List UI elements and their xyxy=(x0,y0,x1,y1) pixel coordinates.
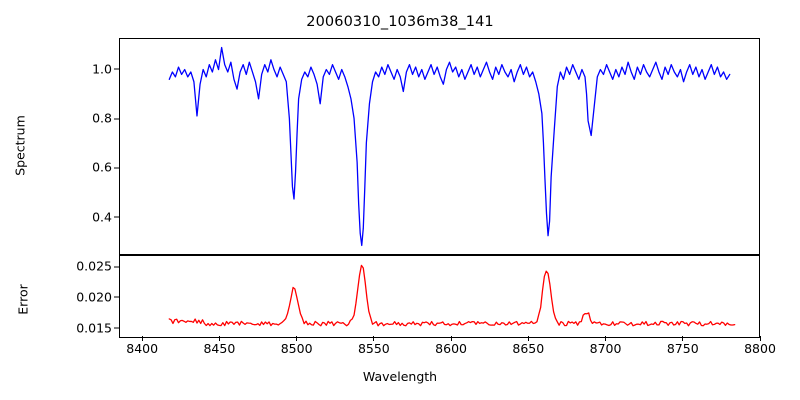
error-y-tick: 0.020 xyxy=(42,289,119,304)
x-axis-label: Wavelength xyxy=(362,369,438,384)
tick-mark xyxy=(605,336,607,341)
x-tick-labels: 8400 8450 8500 8550 8600 8650 8700 8750 8800 xyxy=(119,336,776,361)
spectrum-y-tick-labels: 0.4 0.6 0.8 1.0 xyxy=(52,38,119,255)
tick-mark xyxy=(373,336,375,341)
chart-title: 20060310_1036m38_141 xyxy=(306,14,494,30)
tick-mark xyxy=(114,167,119,169)
spectrum-panel xyxy=(119,38,760,255)
tick-mark xyxy=(759,336,761,341)
tick-mark xyxy=(296,336,298,341)
error-y-tick: 0.015 xyxy=(42,320,119,335)
x-tick: 8650 xyxy=(512,341,545,356)
error-y-tick-labels: 0.015 0.020 0.025 xyxy=(42,255,119,338)
spectrum-y-tick: 0.8 xyxy=(52,111,119,126)
tick-mark xyxy=(682,336,684,341)
x-tick: 8750 xyxy=(666,341,699,356)
x-tick: 8400 xyxy=(126,341,159,356)
tick-mark xyxy=(114,216,119,218)
error-y-tick: 0.025 xyxy=(42,259,119,274)
error-data-line xyxy=(168,264,736,327)
error-panel xyxy=(119,255,760,338)
spectrum-y-axis-label: Spectrum xyxy=(12,115,28,176)
spectrum-data-line xyxy=(168,46,731,247)
error-y-axis-label: Error xyxy=(15,284,31,315)
spectrum-y-tick: 0.4 xyxy=(52,209,119,224)
tick-mark xyxy=(114,118,119,120)
spectrum-y-tick: 0.6 xyxy=(52,160,119,175)
tick-mark xyxy=(114,327,119,329)
tick-mark xyxy=(527,336,529,341)
tick-mark xyxy=(218,336,220,341)
error-plot-area xyxy=(168,264,736,327)
tick-mark xyxy=(114,266,119,268)
x-tick: 8450 xyxy=(203,341,236,356)
tick-mark xyxy=(450,336,452,341)
tick-mark xyxy=(141,336,143,341)
x-tick: 8500 xyxy=(280,341,313,356)
x-tick: 8600 xyxy=(435,341,467,356)
tick-mark xyxy=(114,68,119,70)
spectrum-y-tick: 1.0 xyxy=(52,61,119,76)
x-tick: 8700 xyxy=(589,341,622,356)
x-tick: 8800 xyxy=(744,341,776,356)
spectrum-plot-area xyxy=(168,46,731,247)
tick-mark xyxy=(114,296,119,298)
x-tick: 8550 xyxy=(357,341,390,356)
